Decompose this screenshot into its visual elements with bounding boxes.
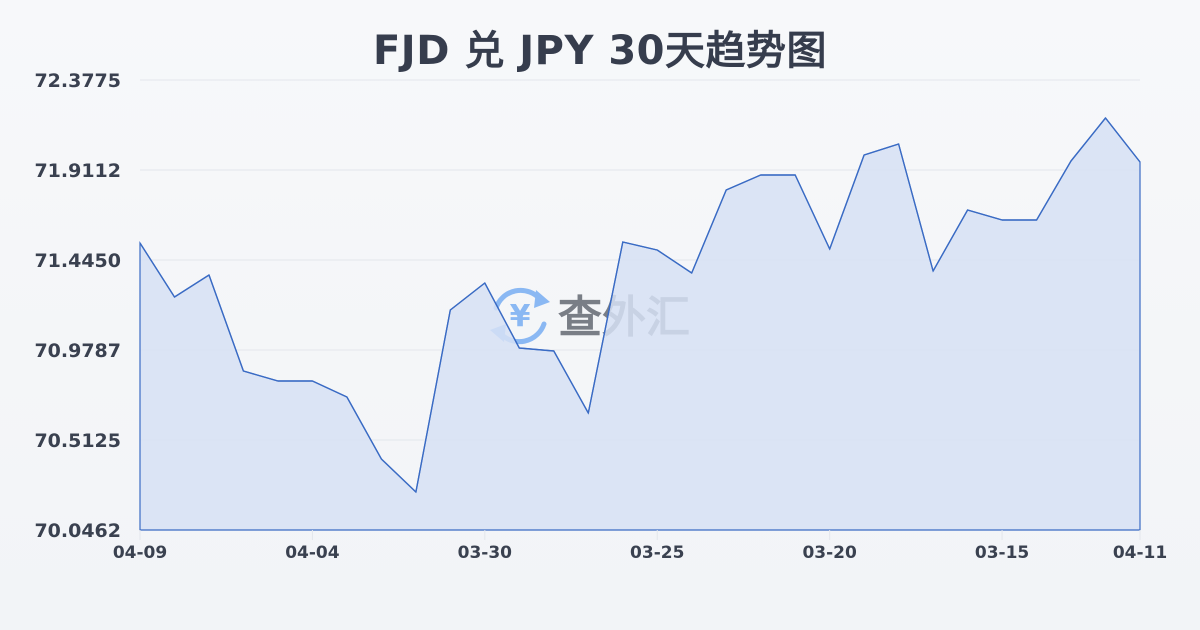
y-tick-label: 71.9112: [34, 160, 121, 182]
y-tick-label: 72.3775: [34, 70, 121, 92]
data-line: [139, 117, 1141, 493]
x-axis: 04-09 04-04 03-30 03-25 03-20 03-15 04-11: [113, 530, 1167, 563]
x-tick-label: 03-25: [630, 543, 684, 563]
y-tick-label: 70.5125: [34, 430, 121, 452]
y-tick-label: 70.9787: [34, 340, 121, 362]
svg-text:¥: ¥: [510, 299, 531, 334]
x-tick-label: 03-20: [802, 543, 857, 563]
x-tick-label: 04-09: [113, 543, 167, 563]
y-tick-label: 70.0462: [34, 520, 121, 542]
y-tick-label: 71.4450: [34, 250, 121, 272]
area-fill: [139, 117, 1141, 531]
chart-title: FJD 兑 JPY 30天趋势图: [372, 28, 827, 74]
x-tick-label: 03-15: [975, 543, 1029, 563]
x-tick-label: 04-11: [1113, 543, 1167, 563]
x-tick-label: 03-30: [458, 543, 513, 563]
x-tick-label: 04-04: [285, 543, 340, 563]
y-axis: 72.3775 71.9112 71.4450 70.9787 70.5125 70.04…: [34, 70, 121, 542]
